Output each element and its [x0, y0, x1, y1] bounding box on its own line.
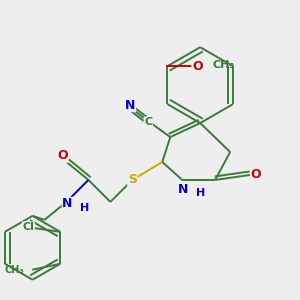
- Text: N: N: [125, 99, 136, 112]
- Text: O: O: [192, 60, 202, 73]
- Text: H: H: [80, 203, 90, 213]
- Text: O: O: [57, 149, 68, 163]
- Text: Cl: Cl: [22, 222, 34, 232]
- Text: O: O: [251, 168, 261, 182]
- Text: H: H: [196, 188, 206, 198]
- Text: S: S: [128, 173, 137, 186]
- Text: C: C: [144, 117, 152, 127]
- Text: N: N: [62, 197, 73, 210]
- Text: CH₃: CH₃: [212, 60, 235, 70]
- Text: CH₃: CH₃: [5, 265, 24, 275]
- Text: N: N: [178, 183, 188, 196]
